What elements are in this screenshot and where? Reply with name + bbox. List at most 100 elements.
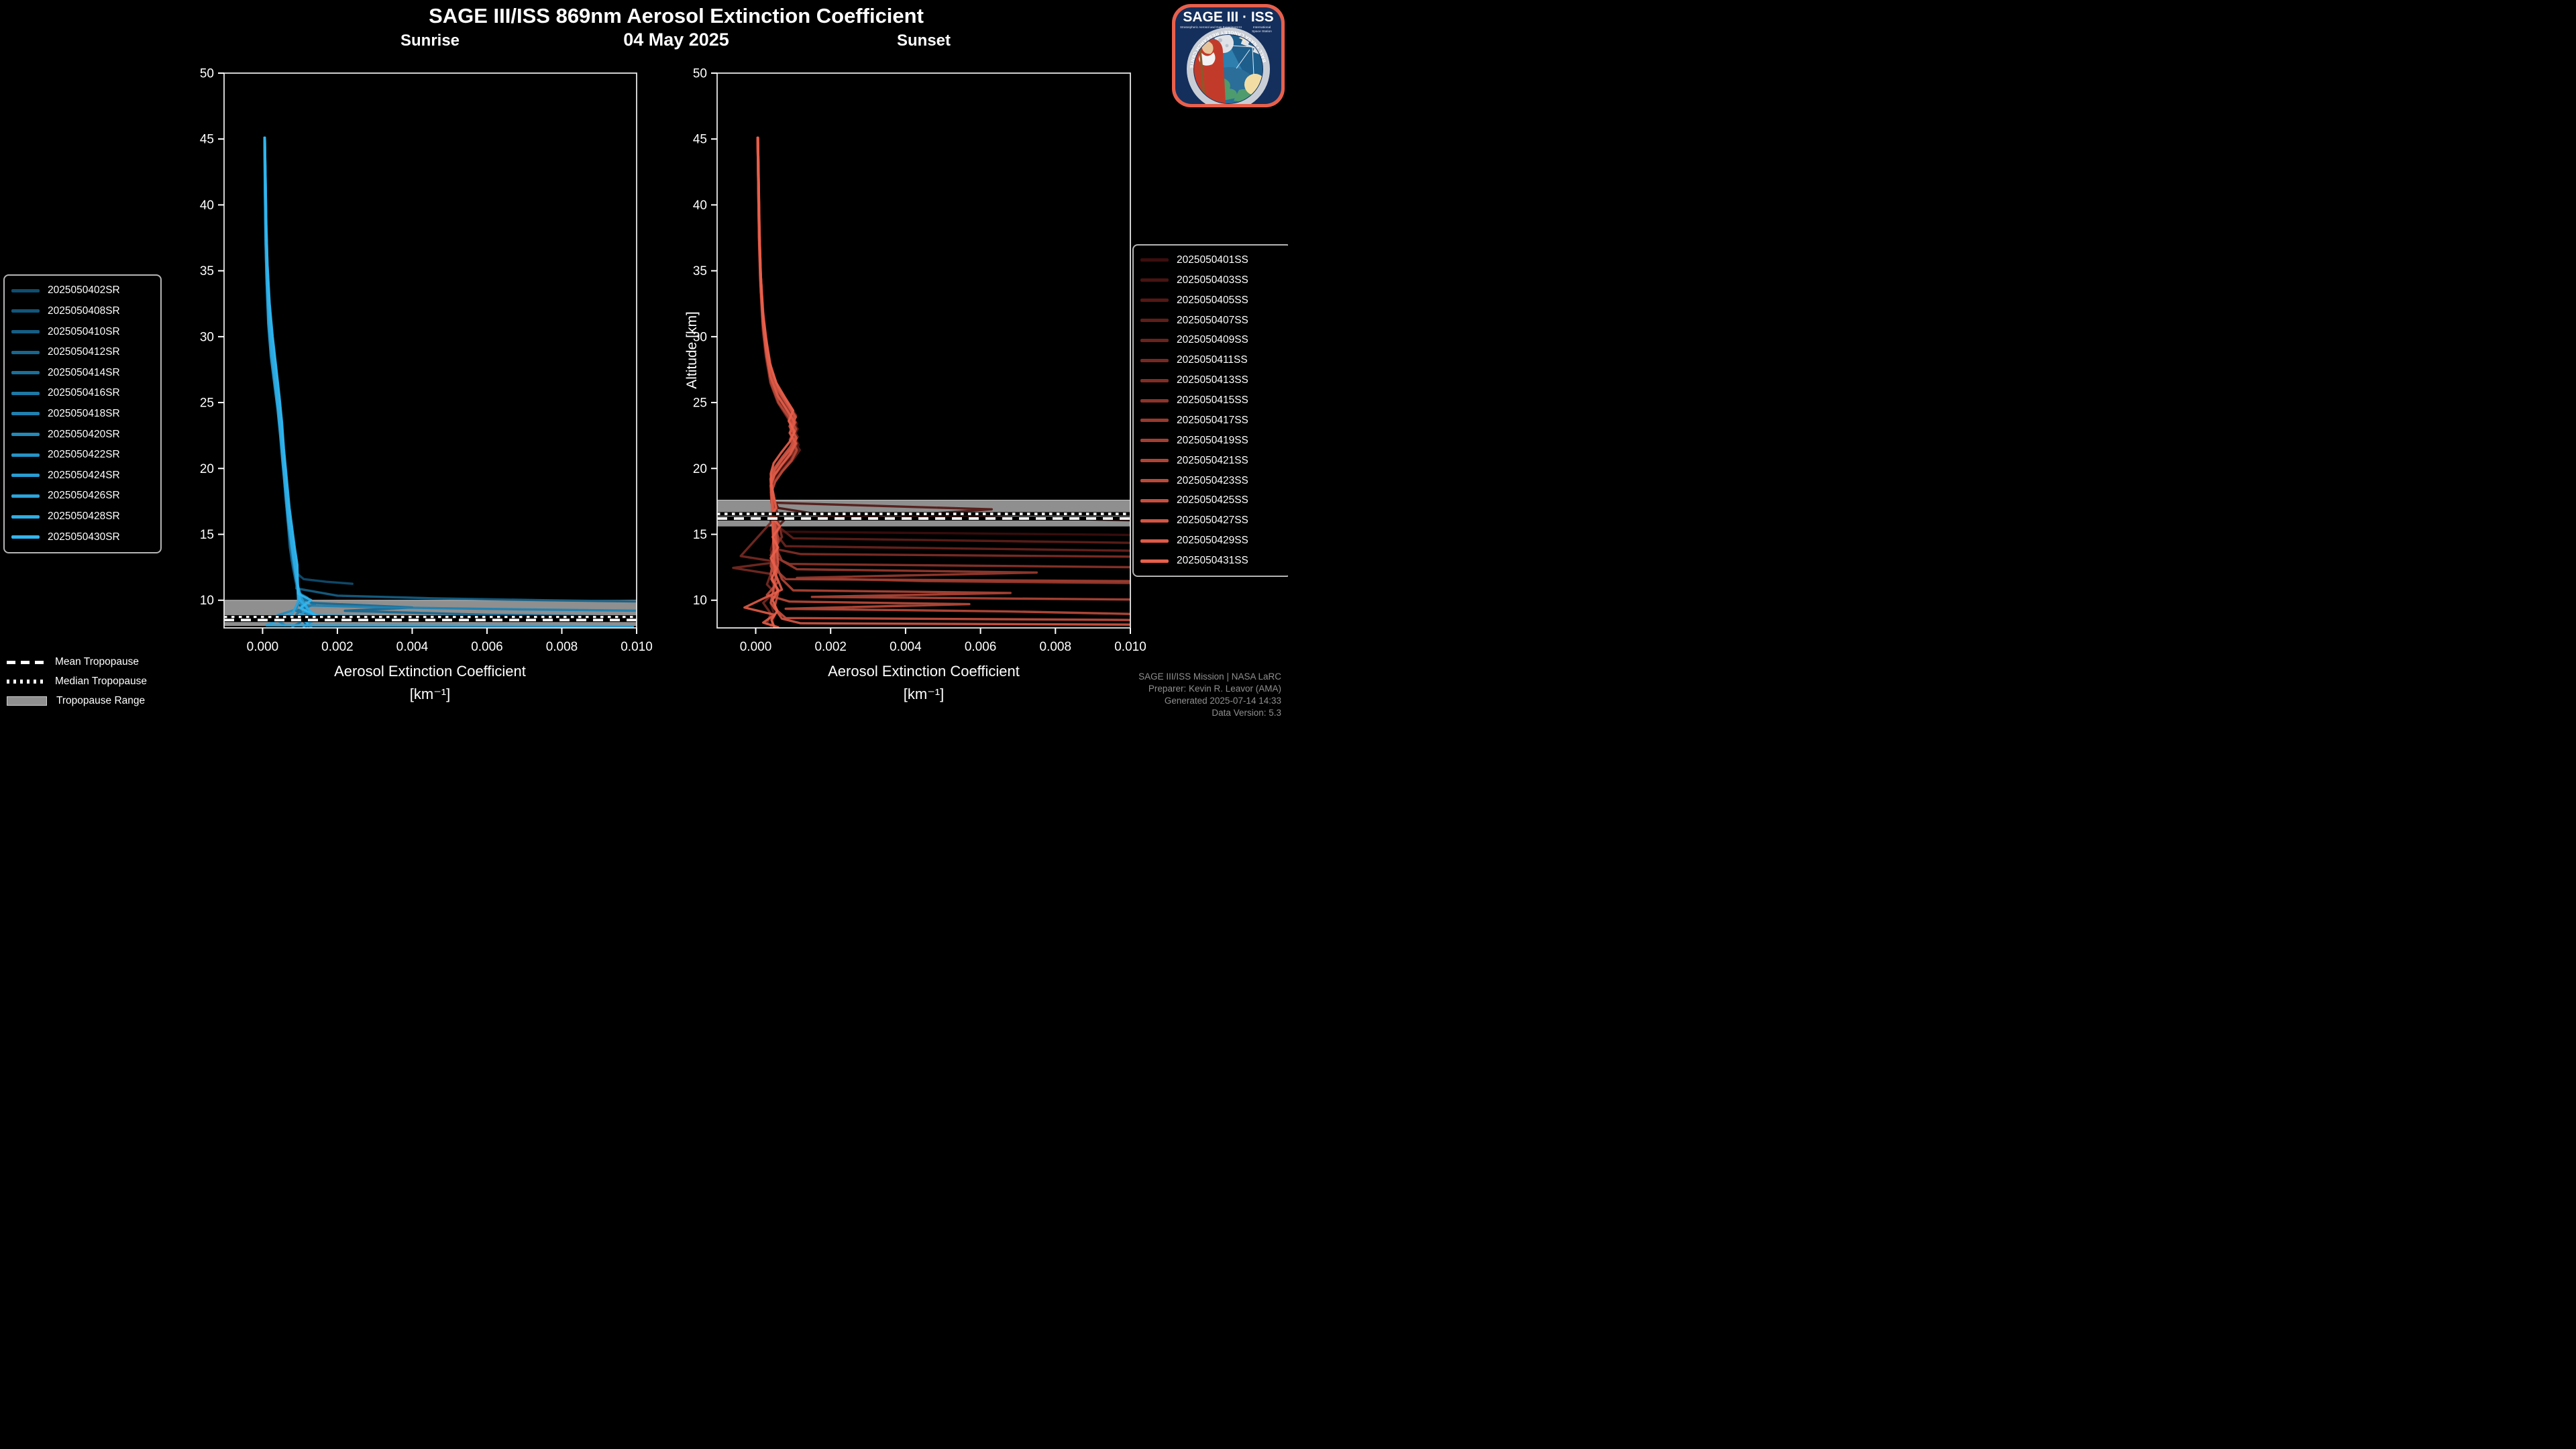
legend-item: 2025050429SS [1140,535,1283,547]
legend-line-sample [11,535,40,539]
figure-canvas: 0.000 0.002 0.004 0.006 0.008 0.010 50 45 40 35 30… [0,0,1288,724]
legend-series-label: 2025050402SR [48,284,120,297]
legend-series-label: 2025050413SS [1177,374,1248,386]
x-tick-label: 0.002 [814,640,847,654]
sunset-x-axis-unit: [km⁻¹] [903,686,945,702]
observation-beams [1230,45,1254,76]
legend-line-sample [11,288,40,292]
y-tick-label: 20 [200,462,214,476]
legend-line-sample [1140,419,1169,423]
profile-line-2025050426SR [264,136,635,628]
legend-line-sample [1140,338,1169,342]
legend-line-sample [11,309,40,313]
x-tick-label: 0.008 [546,640,578,654]
legend-line-sample [1140,459,1169,463]
legend-item: 2025050411SS [1140,354,1283,366]
legend-item: 2025050417SS [1140,415,1283,427]
sunrise-x-axis-unit: [km⁻¹] [409,686,451,702]
legend-item: 2025050413SS [1140,374,1283,386]
legend-series-label: 2025050424SR [48,469,120,481]
legend-item: 2025050421SS [1140,455,1283,467]
legend-series-label: 2025050427SS [1177,515,1248,527]
profile-line-2025050428SR [263,136,474,622]
legend-item: 2025050418SR [11,408,152,420]
profile-line-2025050402SR [263,136,354,585]
legend-item: 2025050414SR [11,367,152,379]
y-tick-label: 45 [200,133,214,147]
legend-line-sample [11,412,40,416]
median-tropopause-legend-item: Median Tropopause [7,676,147,688]
legend-item: 2025050425SS [1140,494,1283,506]
legend-line-sample [1140,498,1169,502]
legend-line-sample [1140,398,1169,402]
mean-tropopause-line-sample [7,660,46,664]
panel-sunset: 0.000 0.002 0.004 0.006 0.008 0.010 50 45 40 35 30… [693,67,1146,655]
profile-line-2025050421SS [756,136,1130,601]
legend-line-sample [11,515,40,519]
profiles-plot: 0.000 0.002 0.004 0.006 0.008 0.010 50 45 40 35 30… [200,67,1146,655]
legend-series-label: 2025050425SS [1177,494,1248,506]
footer-generated-line: Generated 2025-07-14 14:33 [1164,696,1281,706]
legend-line-sample [1140,299,1169,303]
profile-line-2025050430SR [264,136,317,625]
legend-series-label: 2025050407SS [1177,314,1248,326]
legend-series-label: 2025050401SS [1177,254,1248,266]
profile-line-2025050416SR [263,136,305,628]
y-tick-label: 50 [200,67,214,81]
legend-series-label: 2025050415SS [1177,394,1248,407]
mean-tropopause-legend-item: Mean Tropopause [7,656,147,668]
legend-series-label: 2025050421SS [1177,454,1248,466]
sunset-legend: 2025050401SS 2025050403SS 2025050405SS 2025… [1132,244,1288,577]
y-tick-label: 35 [200,264,214,278]
tropopause-range-box-sample [7,696,47,706]
legend-series-label: 2025050423SS [1177,474,1248,486]
legend-item: 2025050423SS [1140,475,1283,487]
profile-line-2025050408SR [263,136,313,628]
x-tick-label: 0.008 [1040,640,1072,654]
x-tick-label: 0.006 [965,640,997,654]
legend-item: 2025050410SR [11,326,152,338]
legend-item: 2025050428SR [11,511,152,523]
legend-series-label: 2025050414SR [48,366,120,378]
legend-line-sample [1140,559,1169,563]
sage-iii-iss-mission-patch: BALL • NASA LANGLEY RESEARCH CENTER • TA… [1172,4,1285,107]
profile-line-2025050420SR [263,136,313,627]
y-tick-label: 45 [693,133,707,147]
legend-series-label: 2025050420SR [48,428,120,440]
legend-line-sample [1140,278,1169,282]
x-tick-label: 0.006 [471,640,503,654]
legend-series-label: 2025050408SR [48,305,120,317]
legend-line-sample [11,453,40,457]
legend-line-sample [11,494,40,498]
patch-title: SAGE III · ISS [1183,9,1273,25]
legend-item: 2025050431SS [1140,555,1283,567]
y-tick-label: 30 [200,330,214,344]
legend-item: 2025050409SS [1140,334,1283,346]
moon-crater [1225,44,1229,48]
sunrise-panel-title: Sunrise [400,32,460,50]
legend-series-label: 2025050429SS [1177,535,1248,547]
legend-item: 2025050422SR [11,449,152,461]
legend-series-label: 2025050416SR [48,387,120,399]
legend-series-label: 2025050405SS [1177,294,1248,306]
x-tick-label: 0.004 [396,640,429,654]
legend-item: 2025050416SR [11,387,152,399]
median-tropopause-line-sample [7,680,46,684]
tropopause-range-legend-item: Tropopause Range [7,695,147,707]
y-tick-label: 30 [693,330,707,344]
legend-line-sample [1140,319,1169,323]
legend-item: 2025050427SS [1140,515,1283,527]
profile-line-2025050427SS [757,136,1130,626]
plot-frame [716,72,1131,629]
legend-series-label: 2025050418SR [48,407,120,419]
x-tick-label: 0.002 [321,640,354,654]
legend-item: 2025050402SR [11,284,152,297]
legend-item: 2025050415SS [1140,394,1283,407]
footer-version-line: Data Version: 5.3 [1212,708,1281,718]
y-tick-label: 40 [200,199,214,213]
y-tick-label: 10 [200,594,214,608]
sunset-y-axis-label: Altitude [km] [684,311,700,389]
y-tick-label: 40 [693,199,707,213]
footer-credits: SAGE III/ISS Mission | NASA LaRC Prepare… [1138,671,1281,719]
legend-item: 2025050426SR [11,490,152,502]
